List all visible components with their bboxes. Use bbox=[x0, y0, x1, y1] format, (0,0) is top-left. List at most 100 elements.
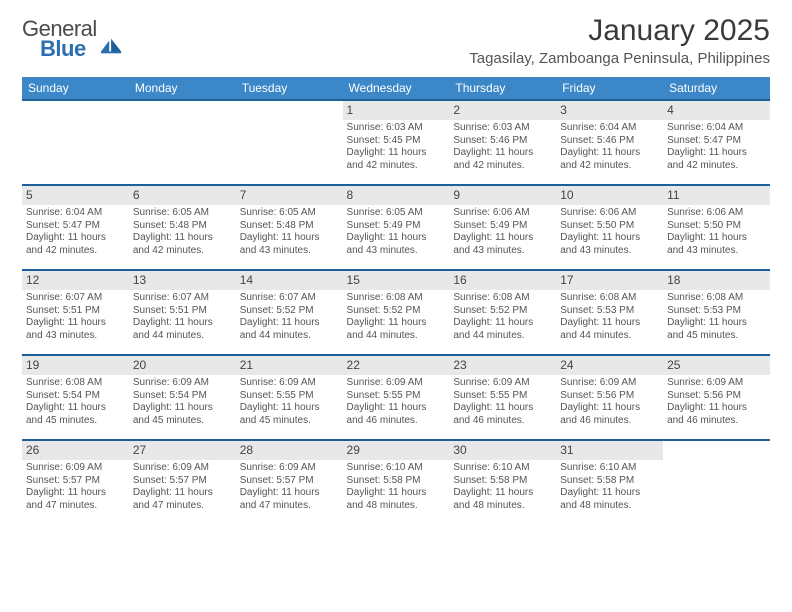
sunrise-line-value: 6:09 AM bbox=[279, 462, 316, 473]
sunrise-line-value: 6:06 AM bbox=[493, 207, 530, 218]
daylight-line: Daylight: 11 hours and 47 minutes. bbox=[240, 487, 339, 512]
sunset-line: Sunset: 5:54 PM bbox=[26, 390, 125, 403]
sunrise-line-value: 6:04 AM bbox=[600, 122, 637, 133]
daylight-line: Daylight: 11 hours and 45 minutes. bbox=[26, 402, 125, 427]
sunrise-line-label: Sunrise: bbox=[240, 462, 277, 473]
day-number: 22 bbox=[343, 356, 450, 375]
daylight-line: Daylight: 11 hours and 43 minutes. bbox=[560, 232, 659, 257]
sunset-line-label: Sunset: bbox=[560, 475, 594, 486]
sunrise-line-label: Sunrise: bbox=[240, 377, 277, 388]
daylight-line-label: Daylight: bbox=[133, 402, 172, 413]
sunset-line-value: 5:46 PM bbox=[490, 135, 527, 146]
sunset-line-label: Sunset: bbox=[560, 390, 594, 401]
daylight-line: Daylight: 11 hours and 45 minutes. bbox=[667, 317, 766, 342]
sunset-line-label: Sunset: bbox=[240, 390, 274, 401]
day-details: Sunrise: 6:06 AMSunset: 5:50 PMDaylight:… bbox=[556, 205, 663, 265]
sunset-line-label: Sunset: bbox=[133, 220, 167, 231]
sunset-line-value: 5:57 PM bbox=[63, 475, 100, 486]
dayname-header: Saturday bbox=[663, 77, 770, 100]
sunset-line-label: Sunset: bbox=[667, 220, 701, 231]
sunrise-line-value: 6:08 AM bbox=[600, 292, 637, 303]
day-details: Sunrise: 6:07 AMSunset: 5:51 PMDaylight:… bbox=[129, 290, 236, 350]
sunset-line-value: 5:58 PM bbox=[597, 475, 634, 486]
topbar: General Blue January 2025 Tagasilay, Zam… bbox=[22, 14, 770, 67]
sail-icon bbox=[101, 38, 123, 54]
daylight-line: Daylight: 11 hours and 48 minutes. bbox=[347, 487, 446, 512]
sunset-line-label: Sunset: bbox=[240, 220, 274, 231]
day-cell bbox=[236, 100, 343, 180]
day-number: 30 bbox=[449, 441, 556, 460]
daylight-line: Daylight: 11 hours and 42 minutes. bbox=[347, 147, 446, 172]
day-details: Sunrise: 6:05 AMSunset: 5:48 PMDaylight:… bbox=[129, 205, 236, 265]
day-number: 8 bbox=[343, 186, 450, 205]
sunrise-line: Sunrise: 6:09 AM bbox=[240, 462, 339, 475]
sunset-line-label: Sunset: bbox=[560, 305, 594, 316]
day-cell: 3Sunrise: 6:04 AMSunset: 5:46 PMDaylight… bbox=[556, 100, 663, 180]
daylight-line-label: Daylight: bbox=[26, 402, 65, 413]
daylight-line-label: Daylight: bbox=[453, 487, 492, 498]
day-number: 7 bbox=[236, 186, 343, 205]
sunrise-line-label: Sunrise: bbox=[347, 292, 384, 303]
sunset-line: Sunset: 5:54 PM bbox=[133, 390, 232, 403]
daylight-line-label: Daylight: bbox=[26, 487, 65, 498]
daylight-line-label: Daylight: bbox=[133, 487, 172, 498]
sunset-line-value: 5:53 PM bbox=[597, 305, 634, 316]
sunrise-line-value: 6:09 AM bbox=[279, 377, 316, 388]
sunrise-line: Sunrise: 6:09 AM bbox=[560, 377, 659, 390]
brand-line2: Blue bbox=[40, 38, 97, 60]
sunrise-line: Sunrise: 6:09 AM bbox=[667, 377, 766, 390]
month-title: January 2025 bbox=[469, 14, 770, 48]
sunrise-line-value: 6:05 AM bbox=[279, 207, 316, 218]
day-cell: 29Sunrise: 6:10 AMSunset: 5:58 PMDayligh… bbox=[343, 440, 450, 520]
sunrise-line-label: Sunrise: bbox=[560, 462, 597, 473]
sunset-line-value: 5:52 PM bbox=[276, 305, 313, 316]
sunset-line-label: Sunset: bbox=[26, 475, 60, 486]
sunset-line: Sunset: 5:52 PM bbox=[347, 305, 446, 318]
day-cell: 6Sunrise: 6:05 AMSunset: 5:48 PMDaylight… bbox=[129, 185, 236, 265]
day-cell: 20Sunrise: 6:09 AMSunset: 5:54 PMDayligh… bbox=[129, 355, 236, 435]
daylight-line-label: Daylight: bbox=[453, 232, 492, 243]
sunrise-line: Sunrise: 6:07 AM bbox=[133, 292, 232, 305]
week-row: 1Sunrise: 6:03 AMSunset: 5:45 PMDaylight… bbox=[22, 100, 770, 180]
calendar-body: 1Sunrise: 6:03 AMSunset: 5:45 PMDaylight… bbox=[22, 100, 770, 520]
daylight-line-label: Daylight: bbox=[133, 232, 172, 243]
sunrise-line-value: 6:10 AM bbox=[600, 462, 637, 473]
daylight-line: Daylight: 11 hours and 42 minutes. bbox=[667, 147, 766, 172]
sunset-line-label: Sunset: bbox=[240, 305, 274, 316]
sunrise-line-label: Sunrise: bbox=[560, 292, 597, 303]
sunset-line-value: 5:47 PM bbox=[63, 220, 100, 231]
sunrise-line-value: 6:08 AM bbox=[707, 292, 744, 303]
sunset-line-value: 5:46 PM bbox=[597, 135, 634, 146]
daylight-line-label: Daylight: bbox=[347, 147, 386, 158]
sunrise-line: Sunrise: 6:04 AM bbox=[560, 122, 659, 135]
daylight-line: Daylight: 11 hours and 45 minutes. bbox=[240, 402, 339, 427]
sunrise-line-label: Sunrise: bbox=[347, 122, 384, 133]
sunrise-line-value: 6:09 AM bbox=[386, 377, 423, 388]
day-cell: 25Sunrise: 6:09 AMSunset: 5:56 PMDayligh… bbox=[663, 355, 770, 435]
sunset-line-value: 5:54 PM bbox=[63, 390, 100, 401]
sunrise-line: Sunrise: 6:04 AM bbox=[26, 207, 125, 220]
day-details: Sunrise: 6:03 AMSunset: 5:45 PMDaylight:… bbox=[343, 120, 450, 180]
sunrise-line-label: Sunrise: bbox=[26, 207, 63, 218]
sunset-line: Sunset: 5:46 PM bbox=[560, 135, 659, 148]
sunrise-line-label: Sunrise: bbox=[453, 207, 490, 218]
day-details: Sunrise: 6:09 AMSunset: 5:55 PMDaylight:… bbox=[343, 375, 450, 435]
sunset-line-value: 5:54 PM bbox=[170, 390, 207, 401]
sunrise-line-label: Sunrise: bbox=[240, 292, 277, 303]
day-number: 23 bbox=[449, 356, 556, 375]
daylight-line-label: Daylight: bbox=[347, 487, 386, 498]
sunrise-line-label: Sunrise: bbox=[560, 377, 597, 388]
daylight-line-label: Daylight: bbox=[240, 317, 279, 328]
sunset-line-label: Sunset: bbox=[560, 135, 594, 146]
daylight-line-label: Daylight: bbox=[560, 232, 599, 243]
day-number: 9 bbox=[449, 186, 556, 205]
daylight-line-label: Daylight: bbox=[667, 402, 706, 413]
sunset-line: Sunset: 5:50 PM bbox=[667, 220, 766, 233]
sunrise-line-label: Sunrise: bbox=[667, 207, 704, 218]
daylight-line: Daylight: 11 hours and 43 minutes. bbox=[26, 317, 125, 342]
sunrise-line: Sunrise: 6:09 AM bbox=[347, 377, 446, 390]
day-details: Sunrise: 6:05 AMSunset: 5:48 PMDaylight:… bbox=[236, 205, 343, 265]
daylight-line-label: Daylight: bbox=[26, 232, 65, 243]
daylight-line: Daylight: 11 hours and 44 minutes. bbox=[453, 317, 552, 342]
daylight-line: Daylight: 11 hours and 46 minutes. bbox=[453, 402, 552, 427]
